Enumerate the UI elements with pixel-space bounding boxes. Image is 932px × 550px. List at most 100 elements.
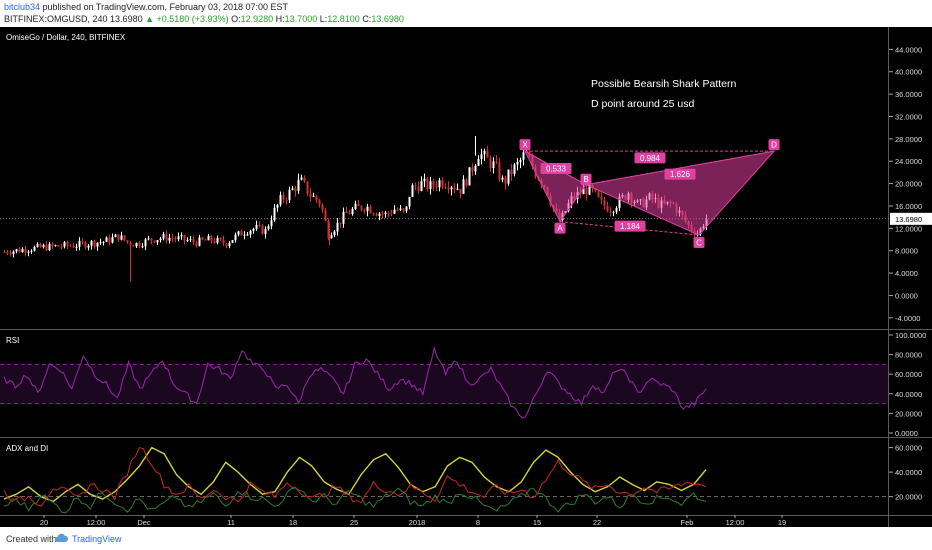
candle: [441, 177, 444, 190]
candle-body: [213, 240, 216, 243]
author-link[interactable]: bitclub34: [4, 2, 41, 12]
candle-body: [165, 234, 168, 241]
candle-body: [6, 251, 9, 254]
candle-body: [420, 181, 423, 191]
candle-body: [12, 251, 15, 255]
last-price: 13.6980: [110, 14, 143, 24]
candle: [339, 222, 342, 229]
ratio-xd-label: 0.984: [640, 154, 661, 163]
candle-body: [600, 196, 603, 200]
candle: [513, 163, 516, 177]
candle: [603, 196, 606, 210]
candle: [27, 250, 30, 257]
candle: [270, 215, 273, 230]
candle-body: [303, 177, 306, 182]
candle: [126, 239, 129, 244]
candle-body: [435, 185, 438, 188]
candle: [369, 204, 372, 214]
chart-canvas[interactable]: 44.0000 40.0000 36.0000 32.0000 28.0000 24.00…: [0, 27, 932, 527]
y-tick-label: 0.0000: [895, 291, 918, 300]
candle-body: [447, 187, 450, 190]
candle: [444, 183, 447, 190]
candle-body: [177, 236, 180, 240]
candle-body: [63, 242, 66, 247]
candle-body: [258, 225, 261, 227]
candle-body: [507, 169, 510, 184]
candle: [189, 235, 192, 243]
candle-body: [111, 237, 114, 243]
candle-body: [207, 236, 210, 241]
candle-body: [585, 188, 588, 195]
point-b-label-badge: [580, 173, 592, 185]
candle-body: [255, 225, 258, 229]
candle-body: [336, 222, 339, 232]
ratio-xb-label: 0.533: [546, 165, 567, 174]
candle-body: [42, 245, 45, 247]
candle: [75, 243, 78, 251]
candle: [456, 183, 459, 190]
candle-body: [351, 209, 354, 215]
candle: [246, 231, 249, 236]
candle: [96, 242, 99, 251]
candle: [108, 234, 111, 246]
candle-body: [273, 207, 276, 221]
candle: [21, 247, 24, 253]
candle: [495, 155, 498, 164]
candle-body: [261, 225, 264, 235]
candle-body: [66, 242, 69, 246]
candle-body: [84, 242, 87, 248]
candle: [372, 212, 375, 217]
tradingview-link[interactable]: TradingView: [72, 534, 122, 544]
candle-body: [252, 228, 255, 231]
candle: [180, 232, 183, 240]
candle: [216, 235, 219, 245]
candle-body: [384, 212, 387, 214]
rsi-tick-label: 100.0000: [895, 331, 926, 340]
candle: [303, 175, 306, 184]
pattern-ratio-line: [524, 150, 587, 186]
candle: [177, 232, 180, 242]
candle-body: [21, 249, 24, 252]
published-text: published on TradingView.com, February 0…: [42, 2, 289, 12]
pattern-ratio-line: [559, 221, 700, 236]
candle: [396, 207, 399, 212]
candle: [123, 235, 126, 242]
candle: [585, 184, 588, 201]
candle-body: [201, 237, 204, 240]
candle-body: [333, 231, 336, 236]
high-value: 13.7000: [284, 14, 318, 24]
candle-body: [219, 237, 222, 240]
candle-body: [375, 214, 378, 216]
candle-body: [516, 162, 519, 165]
open-value: 12.9280: [240, 14, 274, 24]
candle-body: [114, 234, 117, 238]
candle: [192, 235, 195, 246]
candle: [288, 186, 291, 204]
candle-body: [141, 246, 144, 248]
candle-body: [60, 246, 63, 248]
candle-body: [159, 238, 162, 241]
candle: [231, 240, 234, 244]
candle-body: [423, 178, 426, 182]
candle: [300, 174, 303, 181]
candle: [186, 237, 189, 242]
candle-body: [501, 177, 504, 180]
candle: [57, 244, 60, 247]
y-tick-label: 32.0000: [895, 112, 922, 121]
candle: [273, 203, 276, 222]
candle-body: [102, 241, 105, 243]
candle: [501, 175, 504, 183]
candle-body: [471, 167, 474, 172]
candle: [228, 241, 231, 249]
candle: [612, 210, 615, 217]
candle-body: [72, 245, 75, 248]
plot-area: [0, 27, 888, 515]
candle: [117, 234, 120, 243]
point-d-label-badge: [768, 139, 780, 151]
candle-body: [408, 196, 411, 207]
candle-body: [300, 177, 303, 180]
x-tick-label: 15: [533, 518, 541, 527]
candle-body: [354, 203, 357, 210]
candle-body: [612, 211, 615, 213]
candle-body: [360, 205, 363, 210]
